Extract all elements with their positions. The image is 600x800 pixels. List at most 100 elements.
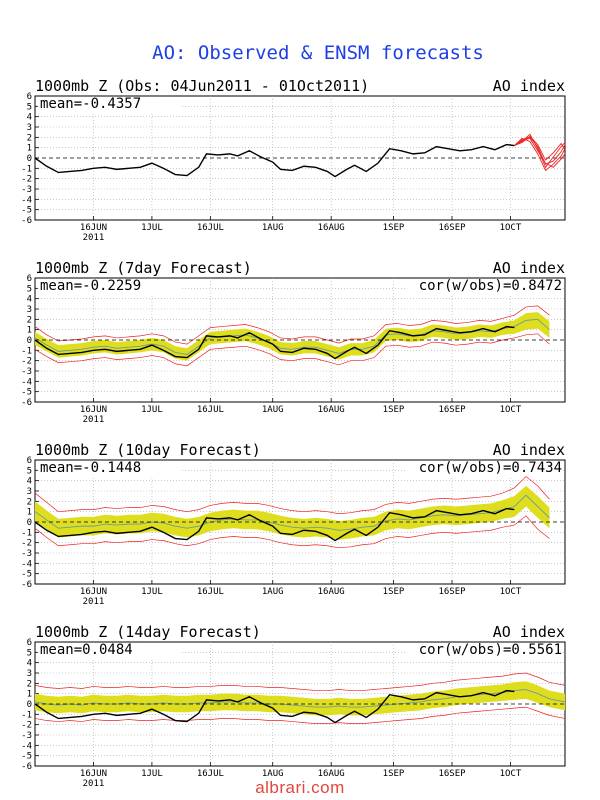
x-tick-label: 16JUL (197, 769, 224, 779)
mean-label: mean=-0.4357 (40, 96, 141, 112)
x-tick-label: 16JUL (197, 223, 224, 233)
x-tick-label: 1AUG (262, 769, 284, 779)
x-tick-label: 16AUG (318, 769, 345, 779)
x-tick-label: 16JUL (197, 587, 224, 597)
y-tick-label: -3 (21, 367, 32, 377)
x-tick-label: 1OCT (500, 769, 522, 779)
y-tick-label: -2 (21, 357, 32, 367)
y-tick-label: -1 (21, 164, 32, 174)
chart-panel-2: 1000mb Z (7day Forecast) AO index6543210-… (21, 259, 566, 425)
spread-band (35, 681, 565, 716)
cor-label: cor(w/obs)=0.7434 (419, 460, 562, 476)
x-tick-label: 1OCT (500, 405, 522, 415)
panel-index-label: AO index (493, 623, 565, 641)
mean-label-bg (38, 97, 180, 112)
panel-title: 1000mb Z (Obs: 04Jun2011 - 01Oct2011) (35, 77, 369, 95)
x-tick-label: 1AUG (262, 405, 284, 415)
y-tick-label: -1 (21, 528, 32, 538)
chart-panel-1: 1000mb Z (Obs: 04Jun2011 - 01Oct2011) AO … (21, 77, 566, 243)
y-tick-label: -1 (21, 346, 32, 356)
y-tick-label: -5 (21, 388, 32, 398)
y-tick-label: 2 (27, 133, 32, 143)
y-tick-label: 1 (27, 144, 32, 154)
y-tick-label: -2 (21, 175, 32, 185)
observed-line (34, 325, 515, 360)
forecast-member-line-4 (514, 135, 566, 161)
cor-label: cor(w/obs)=0.5561 (419, 642, 562, 658)
y-tick-label: 2 (27, 315, 32, 325)
envelope-upper-line (34, 476, 550, 515)
chart-panel-3: 1000mb Z (10day Forecast) AO index 6543210… (21, 441, 566, 607)
x-tick-label: 1JUL (141, 405, 163, 415)
y-tick-label: -1 (21, 710, 32, 720)
y-tick-label: 3 (27, 669, 32, 679)
panel-index-label: AO index (493, 259, 565, 277)
y-tick-label: 4 (27, 477, 32, 487)
y-tick-label: 4 (27, 295, 32, 305)
observed-line (34, 143, 515, 178)
panel-title: 1000mb Z (14day Forecast) (35, 623, 261, 641)
y-tick-label: 5 (27, 284, 32, 294)
y-tick-label: 6 (27, 92, 32, 102)
observed-line (34, 689, 515, 724)
figure-title: AO: Observed & ENSM forecasts (152, 42, 484, 64)
y-tick-label: 6 (27, 456, 32, 466)
y-tick-label: -4 (21, 195, 32, 205)
mean-label: mean=-0.2259 (40, 278, 141, 294)
y-tick-label: 6 (27, 274, 32, 284)
y-tick-label: -3 (21, 731, 32, 741)
mean-label-bg (38, 279, 180, 294)
y-tick-label: 3 (27, 305, 32, 315)
observed-line (34, 507, 515, 542)
x-tick-label: 16SEP (438, 769, 466, 779)
spread-band (35, 312, 550, 361)
x-tick-label: 1AUG (262, 587, 284, 597)
y-tick-label: 1 (27, 326, 32, 336)
x-tick-label: 16SEP (438, 587, 466, 597)
envelope-upper-line (34, 305, 550, 345)
x-tick-sublabel: 2011 (83, 597, 105, 607)
x-tick-label: 16JUL (197, 405, 224, 415)
x-tick-label: 16SEP (438, 223, 466, 233)
y-tick-label: 1 (27, 690, 32, 700)
y-tick-label: 2 (27, 497, 32, 507)
y-tick-label: 5 (27, 648, 32, 658)
x-tick-label: 16JUN (80, 769, 107, 779)
x-tick-label: 1JUL (141, 223, 163, 233)
cor-label-bg (405, 279, 562, 294)
chart-panels: 1000mb Z (Obs: 04Jun2011 - 01Oct2011) AO … (21, 77, 566, 789)
y-tick-label: 2 (27, 679, 32, 689)
envelope-lower-line (34, 706, 566, 724)
y-tick-label: -5 (21, 570, 32, 580)
y-tick-label: -4 (21, 377, 32, 387)
y-tick-label: 1 (27, 508, 32, 518)
y-tick-label: 3 (27, 487, 32, 497)
watermark-text: albrari.com (255, 778, 345, 797)
mean-label: mean=0.0484 (40, 642, 133, 658)
envelope-upper-line (34, 672, 566, 691)
y-tick-label: 3 (27, 123, 32, 133)
y-tick-label: 5 (27, 466, 32, 476)
y-tick-label: -2 (21, 539, 32, 549)
forecast-member-line-5 (514, 137, 566, 168)
envelope-lower-line (34, 333, 550, 367)
y-tick-label: 4 (27, 659, 32, 669)
panel-title: 1000mb Z (10day Forecast) (35, 441, 261, 459)
x-tick-label: 16JUN (80, 587, 107, 597)
y-tick-label: 0 (27, 154, 32, 164)
y-tick-label: -2 (21, 721, 32, 731)
y-tick-label: 5 (27, 102, 32, 112)
mean-label: mean=-0.1448 (40, 460, 141, 476)
x-tick-sublabel: 2011 (83, 233, 105, 243)
y-tick-label: -6 (21, 762, 32, 772)
x-tick-label: 1OCT (500, 587, 522, 597)
x-tick-label: 1JUL (141, 769, 163, 779)
y-tick-label: -4 (21, 741, 32, 751)
cor-label-bg (405, 461, 562, 476)
cor-label-bg (405, 643, 562, 658)
x-tick-label: 16JUN (80, 223, 107, 233)
x-tick-label: 16AUG (318, 587, 345, 597)
x-tick-label: 1SEP (383, 769, 405, 779)
panel-index-label: AO index (493, 77, 565, 95)
